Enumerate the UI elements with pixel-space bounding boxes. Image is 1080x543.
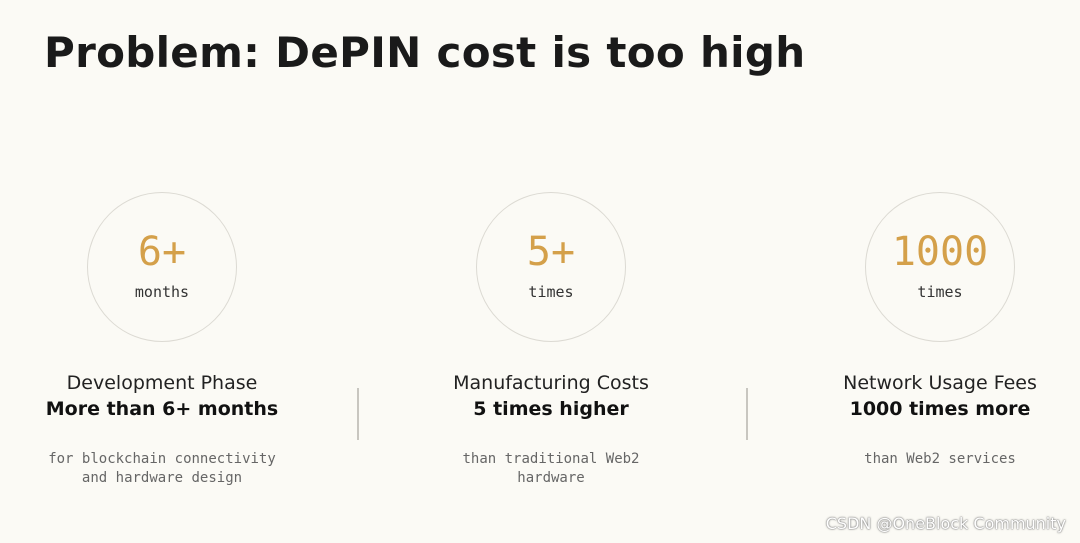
stat-card: 6+ months Development Phase More than 6+ mo… [0, 192, 327, 488]
description-line: than Web2 services [864, 451, 1016, 467]
card-description: than traditional Web2 hardware [386, 450, 716, 488]
card-subheading: 1000 times more [849, 398, 1031, 420]
card-heading: Network Usage Fees [843, 372, 1037, 394]
description-line: than traditional Web2 [462, 451, 640, 467]
stat-unit: times [917, 283, 963, 301]
watermark: CSDN @OneBlock Community [825, 514, 1066, 533]
description-line: hardware [517, 470, 585, 486]
stat-card: 5+ times Manufacturing Costs 5 times higher… [386, 192, 716, 488]
stat-circle: 1000 times [865, 192, 1015, 342]
card-description: than Web2 services [775, 450, 1080, 469]
separator [746, 388, 748, 440]
stat-unit: times [528, 283, 574, 301]
slide-title: Problem: DePIN cost is too high [44, 28, 806, 77]
separator [357, 388, 359, 440]
stat-number: 6+ [137, 229, 187, 275]
description-line: for blockchain connectivity [48, 451, 276, 467]
stat-circle: 5+ times [476, 192, 626, 342]
card-heading: Development Phase [66, 372, 258, 394]
stat-unit: months [134, 283, 190, 301]
card-description: for blockchain connectivity and hardware … [0, 450, 327, 488]
description-line: and hardware design [81, 470, 243, 486]
card-heading: Manufacturing Costs [453, 372, 649, 394]
stat-number: 1000 [891, 229, 989, 275]
stat-circle: 6+ months [87, 192, 237, 342]
card-subheading: 5 times higher [473, 398, 629, 420]
stat-number: 5+ [526, 229, 576, 275]
card-subheading: More than 6+ months [45, 398, 279, 420]
stat-card: 1000 times Network Usage Fees 1000 times mo… [775, 192, 1080, 469]
